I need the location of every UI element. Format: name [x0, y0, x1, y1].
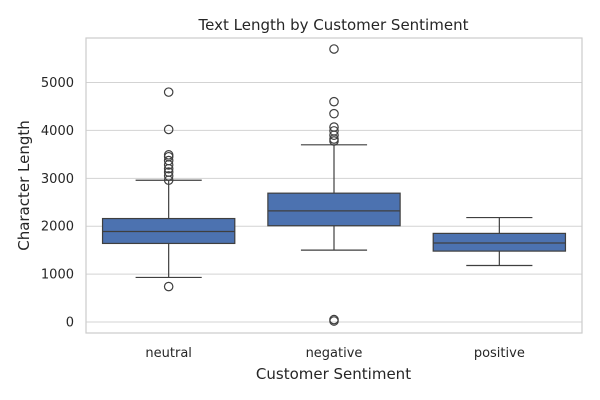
outlier-point: [329, 122, 339, 132]
outlier-point: [163, 150, 174, 160]
y-tick-label: 3000: [41, 172, 74, 187]
outlier-point: [329, 96, 339, 107]
plot-frame: [85, 37, 583, 334]
y-tick-labels: 0 1000 2000 3000 4000 5000: [41, 76, 74, 330]
outlier-point: [329, 108, 339, 119]
outlier-point: [163, 155, 174, 166]
chart-title: Text Length by Customer Sentiment: [198, 16, 469, 34]
outlier-point: [329, 126, 339, 136]
y-axis-title: Character Length: [15, 120, 33, 251]
outlier-point: [329, 44, 339, 54]
y-tick-label: 5000: [41, 76, 74, 91]
y-tick-label: 2000: [41, 220, 74, 235]
x-tick-label-negative: negative: [306, 346, 363, 361]
y-tick-label: 0: [66, 315, 74, 330]
y-tick-label: 4000: [41, 124, 74, 139]
outlier-point: [163, 281, 174, 292]
box-group-negative: [267, 44, 401, 326]
outlier-point: [163, 124, 174, 135]
box-group-positive: [432, 216, 567, 267]
outlier-point: [329, 314, 339, 325]
boxes-layer: [101, 44, 567, 326]
outlier-point: [163, 87, 174, 97]
x-tick-label-positive: positive: [474, 346, 525, 361]
box-group-neutral: [101, 87, 236, 292]
iqr-box: [267, 192, 401, 227]
outlier-point: [163, 167, 174, 177]
x-tick-label-neutral: neutral: [145, 346, 192, 361]
y-tick-label: 1000: [41, 268, 74, 283]
x-axis-title: Customer Sentiment: [256, 365, 411, 383]
x-tick-labels: neutral negative positive: [145, 346, 524, 361]
outlier-point: [163, 171, 174, 181]
iqr-box: [432, 232, 567, 252]
